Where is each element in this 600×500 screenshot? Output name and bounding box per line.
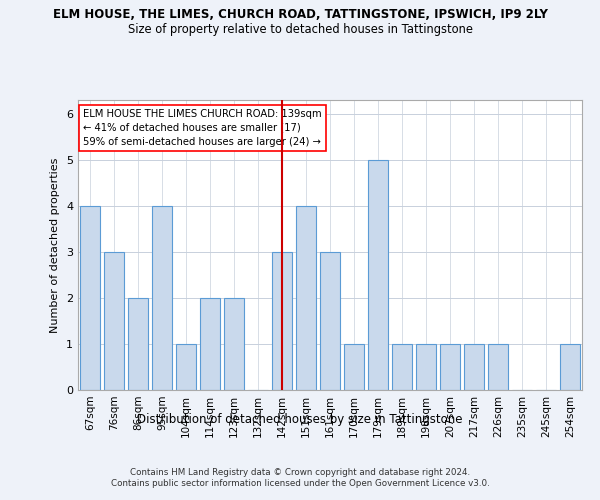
Bar — [392, 344, 412, 390]
Text: ELM HOUSE THE LIMES CHURCH ROAD: 139sqm
← 41% of detached houses are smaller (17: ELM HOUSE THE LIMES CHURCH ROAD: 139sqm … — [83, 108, 322, 146]
Bar — [104, 252, 124, 390]
Bar — [272, 252, 292, 390]
Bar — [200, 298, 220, 390]
Text: Distribution of detached houses by size in Tattingstone: Distribution of detached houses by size … — [137, 412, 463, 426]
Bar — [152, 206, 172, 390]
Bar — [416, 344, 436, 390]
Bar — [176, 344, 196, 390]
Bar — [296, 206, 316, 390]
Bar — [80, 206, 100, 390]
Bar — [440, 344, 460, 390]
Bar — [320, 252, 340, 390]
Text: ELM HOUSE, THE LIMES, CHURCH ROAD, TATTINGSTONE, IPSWICH, IP9 2LY: ELM HOUSE, THE LIMES, CHURCH ROAD, TATTI… — [53, 8, 547, 20]
Bar — [368, 160, 388, 390]
Bar — [464, 344, 484, 390]
Bar — [344, 344, 364, 390]
Bar — [224, 298, 244, 390]
Bar — [560, 344, 580, 390]
Bar — [128, 298, 148, 390]
Y-axis label: Number of detached properties: Number of detached properties — [50, 158, 61, 332]
Text: Contains HM Land Registry data © Crown copyright and database right 2024.
Contai: Contains HM Land Registry data © Crown c… — [110, 468, 490, 487]
Text: Size of property relative to detached houses in Tattingstone: Size of property relative to detached ho… — [128, 22, 473, 36]
Bar — [488, 344, 508, 390]
